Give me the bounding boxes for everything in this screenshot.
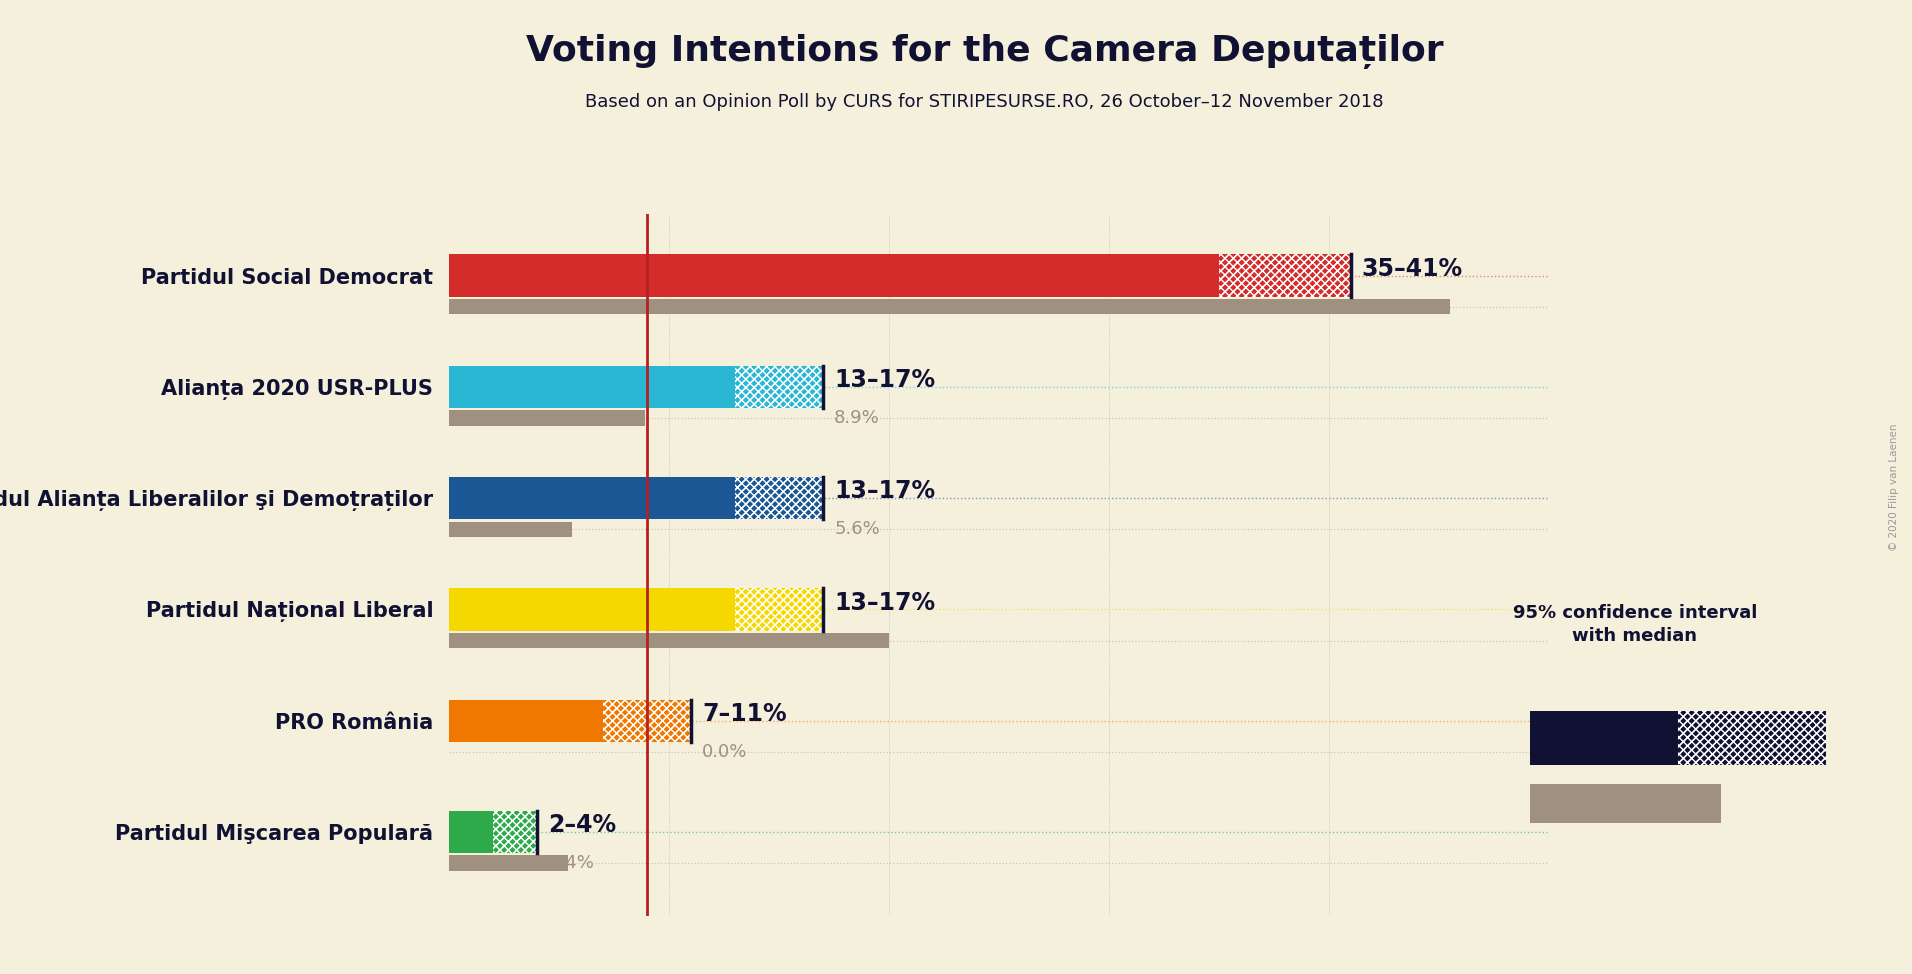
Bar (1218, 254, 1350, 297)
Bar (734, 477, 822, 519)
Bar (734, 477, 822, 519)
Bar (493, 811, 537, 853)
Bar (734, 365, 822, 408)
Bar (602, 699, 692, 742)
Bar (602, 699, 692, 742)
Bar (449, 855, 568, 871)
Bar (449, 477, 734, 519)
Bar (1679, 711, 1826, 765)
Text: 2–4%: 2–4% (549, 813, 616, 838)
Bar (449, 254, 1218, 297)
Bar (449, 521, 572, 537)
Bar (449, 410, 644, 426)
Bar (449, 811, 493, 853)
Bar (493, 811, 537, 853)
Text: 5.6%: 5.6% (834, 520, 880, 539)
Text: Voting Intentions for the Camera Deputaților: Voting Intentions for the Camera Deputaț… (526, 34, 1444, 69)
Text: © 2020 Filip van Laenen: © 2020 Filip van Laenen (1889, 424, 1899, 550)
Bar (493, 811, 537, 853)
Bar (602, 699, 692, 742)
Bar (1679, 711, 1826, 765)
Bar (1218, 254, 1350, 297)
Text: 8.9%: 8.9% (834, 409, 880, 427)
Bar (449, 365, 734, 408)
Text: Last result: Last result (1572, 808, 1660, 826)
Bar (734, 588, 822, 630)
Bar (734, 588, 822, 630)
Text: 0.0%: 0.0% (702, 743, 748, 761)
Bar (734, 365, 822, 408)
Bar (449, 299, 1449, 315)
Text: 7–11%: 7–11% (702, 702, 788, 726)
Bar (734, 477, 822, 519)
Text: Based on an Opinion Poll by CURS for STIRIPESURSE.RO, 26 October–12 November 201: Based on an Opinion Poll by CURS for STI… (585, 93, 1384, 110)
Text: 5.4%: 5.4% (549, 854, 595, 873)
Bar (734, 588, 822, 630)
Text: 45.5%: 45.5% (1361, 298, 1419, 316)
Bar (734, 365, 822, 408)
Text: 13–17%: 13–17% (834, 591, 935, 615)
Bar (1218, 254, 1350, 297)
Text: 95% confidence interval
with median: 95% confidence interval with median (1512, 604, 1757, 646)
Bar (1530, 711, 1679, 765)
Bar (449, 633, 889, 649)
Bar (449, 588, 734, 630)
Bar (449, 699, 602, 742)
Text: 13–17%: 13–17% (834, 479, 935, 504)
Text: 13–17%: 13–17% (834, 368, 935, 393)
Text: 20.0%: 20.0% (834, 631, 891, 650)
Text: 35–41%: 35–41% (1361, 257, 1463, 281)
Bar (1679, 711, 1826, 765)
